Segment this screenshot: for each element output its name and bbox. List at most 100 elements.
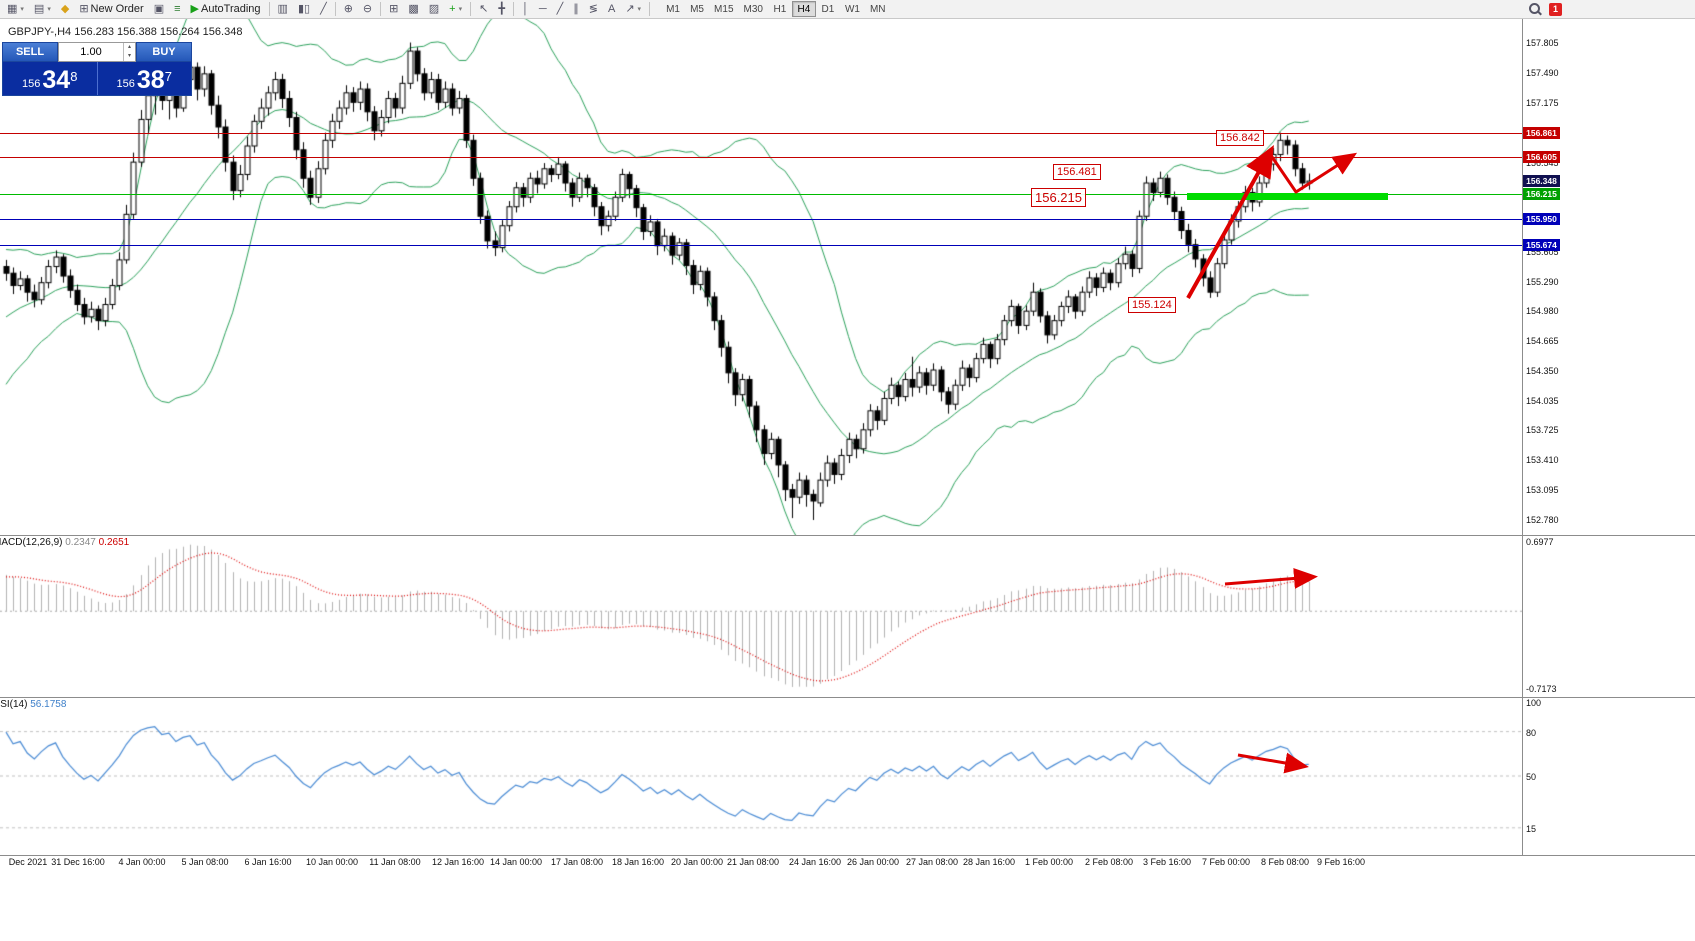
price-axis-label: 157.490 [1526, 67, 1559, 78]
new-chart-icon[interactable]: ▦ ▾ [3, 1, 28, 17]
time-axis-label: 18 Jan 16:00 [611, 857, 665, 867]
line-chart-icon[interactable]: ╱ [316, 1, 331, 17]
timeframe-group: M1 M5 M15 M30 H1 H4 D1 W1 MN [661, 1, 890, 17]
price-annotation-label[interactable]: 156.842 [1216, 130, 1264, 146]
toolbar-separator [334, 2, 336, 16]
timeframe-d1[interactable]: D1 [816, 1, 840, 17]
time-axis-label: 6 Jan 16:00 [244, 857, 292, 867]
time-axis-label: 8 Feb 08:00 [1260, 857, 1310, 867]
quick-trade-icon[interactable]: ◆ [57, 1, 73, 17]
horizontal-line-object[interactable] [0, 219, 1522, 221]
sell-button[interactable]: SELL [2, 42, 58, 62]
bar-chart-icon: ▥ [277, 2, 288, 15]
zoom-in-icon[interactable]: ⊕ [340, 1, 357, 17]
toolbar-separator [470, 2, 472, 16]
macd-scale-top: 0.6977 [1526, 537, 1554, 547]
timeframe-m30[interactable]: M30 [739, 1, 768, 17]
chevron-down-icon: ▾ [20, 6, 24, 13]
chevron-down-icon: ▾ [47, 6, 51, 13]
toolbar-separator [512, 2, 514, 16]
trendline-icon[interactable]: ╱ [553, 1, 568, 17]
time-axis-label: 7 Feb 00:00 [1201, 857, 1251, 867]
timeframe-m15[interactable]: M15 [709, 1, 738, 17]
price-axis-label: 153.410 [1526, 455, 1559, 466]
support-zone[interactable] [1187, 192, 1388, 200]
buy-button[interactable]: BUY [136, 42, 192, 62]
market-watch-icon[interactable]: ≡ [170, 1, 184, 17]
chevron-down-icon: ▾ [637, 6, 642, 13]
arrows-tool-icon[interactable]: ↗ ▾ [621, 1, 645, 17]
metaeditor-icon: ▣ [153, 2, 165, 15]
volume-up-button[interactable]: ▴ [127, 44, 131, 50]
horizontal-line-object[interactable] [0, 245, 1522, 247]
price-axis-label: 154.035 [1526, 395, 1559, 406]
horizontal-line-icon[interactable]: ─ [535, 1, 551, 17]
market-watch-icon: ≡ [174, 2, 181, 15]
chart-macd-divider[interactable] [0, 535, 1695, 536]
zoom-out-icon: ⊖ [362, 2, 373, 15]
horizontal-line-object[interactable] [0, 132, 1522, 134]
price-annotation-label[interactable]: 155.124 [1128, 297, 1176, 313]
price-axis-label: 154.665 [1526, 336, 1559, 347]
timeframe-m5[interactable]: M5 [685, 1, 709, 17]
search-icon[interactable] [1528, 2, 1542, 16]
fibonacci-icon[interactable]: ≶ [585, 1, 602, 17]
timeframe-m1[interactable]: M1 [661, 1, 685, 17]
macd-panel-chart[interactable] [0, 536, 1522, 696]
bar-chart-icon[interactable]: ▥ [274, 1, 292, 17]
cascade-windows-icon: ▩ [408, 2, 419, 15]
trendline-icon: ╱ [556, 2, 564, 15]
timeframe-mn[interactable]: MN [865, 1, 891, 17]
new-order-button: ⊞ [79, 2, 89, 15]
price-axis-label: 157.175 [1526, 97, 1559, 108]
crosshair-icon[interactable]: ╋ [494, 1, 509, 17]
tile-windows-icon[interactable]: ⊞ [385, 1, 402, 17]
macd-rsi-divider[interactable] [0, 697, 1695, 698]
channel-icon[interactable]: ∥ [569, 1, 583, 17]
time-axis-label: 3 Feb 16:00 [1142, 857, 1192, 867]
rsi-panel-chart[interactable] [0, 698, 1522, 854]
zoom-out-icon[interactable]: ⊖ [359, 1, 376, 17]
price-axis-label: 154.350 [1526, 365, 1559, 376]
new-order-button[interactable]: ⊞ New Order [75, 1, 147, 17]
cursor-icon[interactable]: ↖ [475, 1, 492, 17]
timeframe-w1[interactable]: W1 [840, 1, 865, 17]
timeframe-h1[interactable]: H1 [768, 1, 792, 17]
candlestick-chart-icon[interactable]: ▮▯ [294, 1, 314, 17]
volume-input[interactable] [59, 45, 123, 59]
volume-down-button[interactable]: ▾ [127, 53, 131, 59]
price-annotation-label[interactable]: 156.481 [1053, 164, 1101, 180]
toolbar-separator [268, 2, 270, 16]
cascade-windows-icon[interactable]: ▩ [404, 1, 422, 17]
price-axis-label: 155.605 [1526, 246, 1559, 257]
vertical-line-icon[interactable]: │ [518, 1, 533, 17]
timeframe-h4[interactable]: H4 [791, 1, 816, 17]
cursor-icon: ↖ [479, 2, 489, 15]
time-axis-label: 21 Jan 08:00 [726, 857, 780, 867]
price-chart[interactable] [0, 18, 1522, 535]
time-axis-label: 5 Jan 08:00 [181, 857, 229, 867]
toolbar: ▦ ▾ ▤ ▾ ◆ ⊞ New Order ▣ ≡ ▶ AutoTrading ▥ ▮▯ ╱ ⊕ ⊖ ⊞ ▩ ▨ + ▾… [0, 0, 1695, 19]
rsi-scale-label: 50 [1526, 772, 1537, 782]
horizontal-line-object[interactable] [0, 156, 1522, 158]
price-annotation-label[interactable]: 156.215 [1031, 188, 1086, 207]
arrange-windows-icon[interactable]: ▨ [425, 1, 443, 17]
time-axis-label: 26 Jan 00:00 [846, 857, 900, 867]
profiles-icon[interactable]: ▤ ▾ [30, 1, 55, 17]
autotrading-button[interactable]: ▶ AutoTrading [187, 1, 265, 17]
text-icon[interactable]: A [604, 1, 619, 17]
ask-price[interactable]: 156 38 7 [116, 66, 172, 94]
rsi-scale-label: 100 [1526, 698, 1542, 708]
horizontal-line-object[interactable] [0, 193, 1522, 195]
time-axis-label: 24 Jan 16:00 [788, 857, 842, 867]
rsi-label: RSI(14) 56.1758 [0, 699, 67, 710]
metaeditor-icon[interactable]: ▣ [150, 1, 168, 17]
time-axis-label: 10 Jan 00:00 [305, 857, 359, 867]
notification-badge[interactable]: 1 [1549, 2, 1562, 16]
time-axis-label: 1 Feb 00:00 [1024, 857, 1074, 867]
indicators-icon[interactable]: + ▾ [445, 1, 466, 17]
bid-price[interactable]: 156 34 8 [22, 66, 78, 94]
new-chart-icon: ▦ [7, 2, 18, 15]
toolbar-separator [380, 2, 382, 16]
